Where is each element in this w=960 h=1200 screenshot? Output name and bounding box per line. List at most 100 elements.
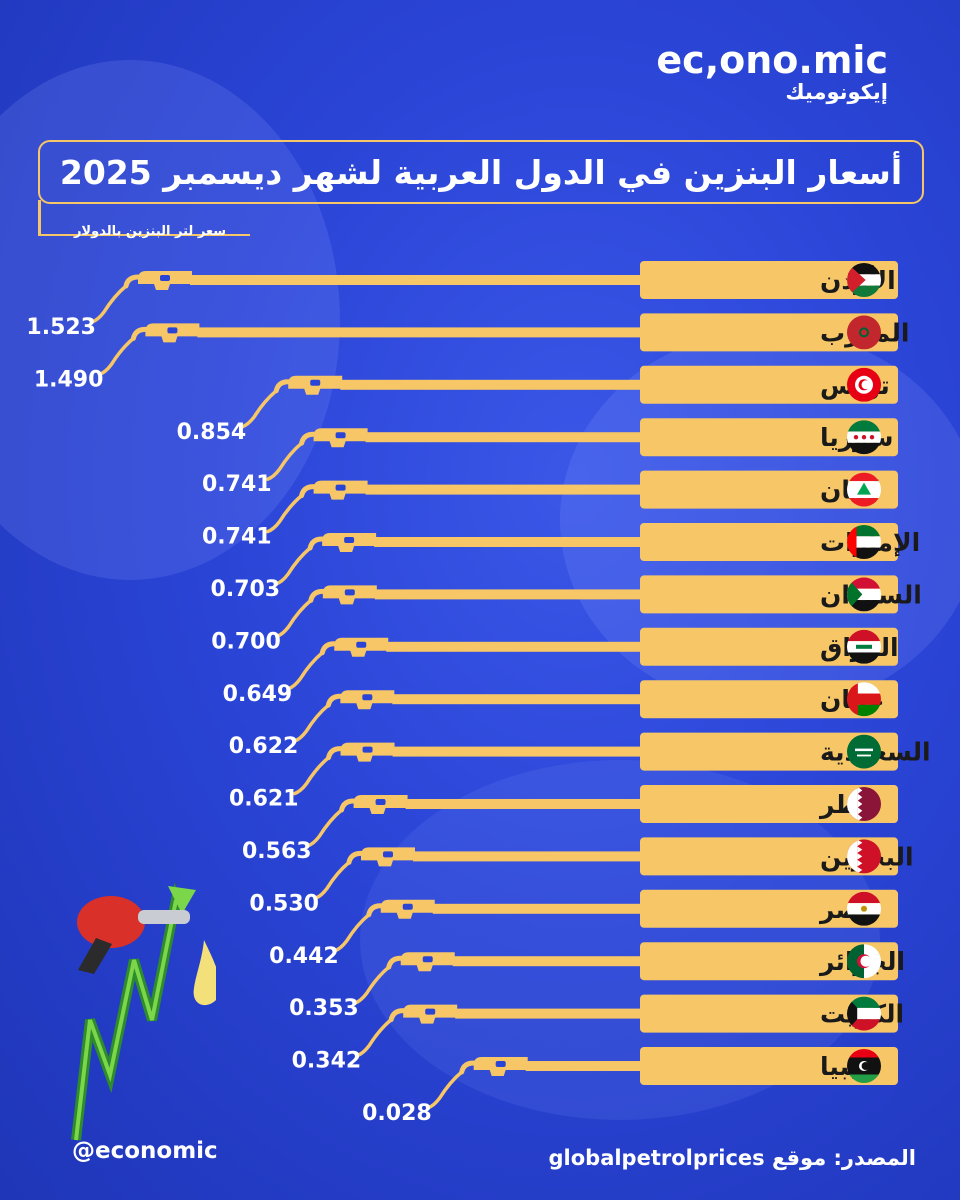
bar — [525, 1061, 642, 1071]
flag-oman-icon — [847, 682, 881, 717]
value-label: 0.854 — [177, 420, 247, 445]
category-label-box — [640, 470, 898, 509]
category-label-box — [640, 1047, 898, 1085]
value-label: 0.530 — [249, 891, 319, 916]
fuel-hose — [313, 860, 351, 901]
bar-row: 0.530البحرين — [249, 837, 914, 916]
fuel-hose — [292, 703, 331, 743]
background-shape — [0, 60, 340, 580]
fuel-nozzle-icon — [339, 795, 408, 814]
bar-row: 0.703الإمارات — [211, 523, 920, 602]
bar — [340, 379, 642, 390]
flag-lebanon-icon — [847, 472, 881, 507]
bar-row: 0.621السعودية — [229, 732, 931, 812]
brand-logo: ec,ono.mic إيكونوميك — [656, 38, 888, 104]
fuel-nozzle-icon — [299, 480, 368, 500]
bar-row: 0.563قطر — [242, 785, 898, 864]
fuel-hose — [332, 913, 371, 953]
flag-algeria-icon — [847, 944, 881, 979]
bar-row: 1.523الأردن — [26, 261, 898, 340]
category-label-box — [640, 627, 898, 666]
bar — [392, 694, 642, 705]
flag-syria-icon — [847, 420, 881, 455]
bar — [432, 903, 642, 914]
category-label-box — [640, 313, 898, 352]
flag-morocco-icon — [847, 315, 881, 350]
category-label-box — [640, 523, 898, 561]
flag-uae-icon — [847, 525, 881, 559]
value-label: 0.028 — [362, 1101, 432, 1126]
category-label-box — [640, 837, 898, 876]
fuel-hose — [240, 389, 278, 429]
flag-bahrain-icon — [847, 839, 881, 874]
value-label: 0.741 — [202, 525, 272, 550]
category-label-box — [640, 261, 898, 299]
fuel-nozzle-icon — [273, 375, 343, 395]
category-label-box — [640, 680, 898, 719]
fuel-hose — [274, 546, 312, 586]
value-label: 0.700 — [211, 629, 281, 654]
fuel-hose — [425, 1070, 464, 1110]
bar — [197, 327, 642, 338]
bar — [452, 956, 642, 967]
brand-name-en: ec,ono.mic — [656, 38, 888, 82]
bar — [374, 537, 642, 547]
bar-row: 0.700السودان — [211, 575, 922, 654]
bar-row: 0.854تونس — [177, 365, 898, 445]
flag-jordan-icon — [847, 263, 881, 297]
bar-row: 0.741لبنان — [202, 470, 898, 550]
fuel-nozzle-icon — [388, 1004, 458, 1024]
bar — [386, 641, 642, 652]
fuel-hose — [97, 336, 136, 377]
fuel-nozzle-icon — [299, 428, 368, 448]
fuel-hose — [355, 1017, 393, 1058]
bar — [392, 746, 642, 757]
fuel-hose — [286, 651, 325, 691]
fuel-nozzle-icon — [326, 742, 395, 762]
flag-kuwait-icon — [847, 996, 881, 1031]
fuel-hose — [292, 755, 331, 796]
value-label: 0.621 — [229, 787, 299, 812]
fuel-pump-arrow-icon — [71, 882, 216, 1141]
category-label-box — [640, 575, 898, 614]
value-label: 1.523 — [26, 315, 96, 340]
bar-row: 0.442مصر — [269, 889, 898, 969]
flag-sudan-icon — [847, 577, 881, 612]
bar — [365, 432, 642, 443]
flag-qatar-icon — [847, 787, 881, 821]
title-box-tail — [38, 200, 41, 236]
fuel-nozzle-icon — [319, 637, 389, 657]
category-label-box — [640, 994, 898, 1033]
fuel-hose — [352, 965, 391, 1005]
value-label: 0.649 — [223, 682, 293, 707]
value-label: 0.622 — [229, 734, 299, 759]
source-text: المصدر: موقع globalpetrolprices — [548, 1146, 917, 1170]
bar-row: 0.741سوريا — [202, 418, 898, 497]
fuel-nozzle-icon — [366, 899, 435, 919]
bar-row: 0.622عمان — [229, 680, 898, 759]
fuel-hose — [90, 284, 128, 324]
value-label: 0.442 — [269, 944, 339, 969]
bar-row: 0.342الكويت — [292, 994, 904, 1074]
fuel-hose — [265, 493, 304, 534]
category-label-box — [640, 785, 898, 823]
flag-egypt-icon — [847, 891, 881, 926]
flag-libya-icon — [847, 1049, 881, 1083]
fuel-nozzle-icon — [459, 1057, 528, 1076]
value-label: 1.490 — [34, 367, 104, 392]
bar — [190, 275, 642, 285]
bar-row: 0.353الجزائر — [289, 942, 905, 1021]
brand-name-ar: إيكونوميك — [785, 80, 888, 104]
chart-title: أسعار البنزين في الدول العربية لشهر ديسم… — [59, 152, 903, 192]
fuel-nozzle-icon — [123, 271, 192, 290]
flag-iraq-icon — [847, 629, 881, 664]
fuel-nozzle-icon — [308, 585, 377, 605]
fuel-nozzle-icon — [386, 952, 455, 972]
fuel-hose — [305, 808, 344, 848]
value-label: 0.703 — [211, 577, 281, 602]
bar — [405, 799, 642, 809]
category-label-box — [640, 732, 898, 771]
fuel-nozzle-icon — [130, 323, 200, 343]
category-label-box — [640, 942, 898, 981]
